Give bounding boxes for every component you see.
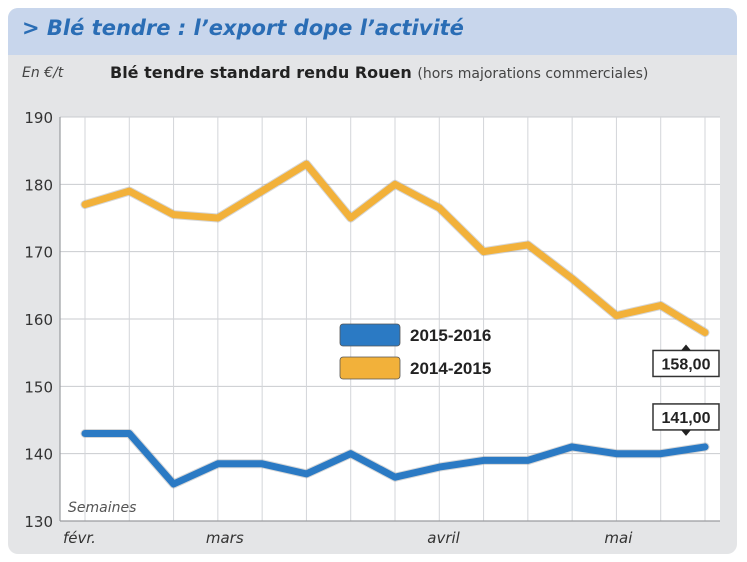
unit-label: En €/t bbox=[22, 65, 64, 81]
series-line-2015-2016 bbox=[81, 430, 709, 488]
title-band: > Blé tendre : l’export dope l’activité bbox=[8, 8, 737, 55]
value-callout-pointer bbox=[681, 429, 691, 436]
y-tick-label: 140 bbox=[24, 446, 53, 464]
month-label: avril bbox=[427, 529, 460, 547]
chart-subtitle: Blé tendre standard rendu Rouen (hors ma… bbox=[110, 63, 648, 82]
y-tick-label: 180 bbox=[24, 176, 53, 194]
value-callout-label: 141,00 bbox=[662, 410, 711, 427]
subtitle-note: (hors majorations commerciales) bbox=[417, 66, 649, 82]
y-tick-label: 190 bbox=[24, 109, 53, 127]
month-label: mai bbox=[604, 529, 633, 547]
value-callout-label: 158,00 bbox=[662, 356, 711, 373]
y-tick-label: 150 bbox=[24, 378, 53, 396]
month-label: févr. bbox=[63, 529, 96, 547]
series-line-2014-2015 bbox=[81, 160, 709, 336]
y-tick-label: 130 bbox=[24, 513, 53, 531]
legend-label: 2014-2015 bbox=[410, 359, 491, 378]
y-tick-label: 160 bbox=[24, 311, 53, 329]
value-callout-box bbox=[652, 403, 720, 431]
value-callout-pointer bbox=[681, 344, 691, 351]
legend-swatch bbox=[339, 356, 401, 380]
value-callout-box bbox=[652, 349, 720, 378]
x-axis-label: Semaines bbox=[68, 500, 136, 516]
subtitle-main: Blé tendre standard rendu Rouen bbox=[110, 63, 412, 82]
y-tick-label: 170 bbox=[24, 244, 53, 262]
month-label: mars bbox=[206, 529, 244, 547]
chart-title: > Blé tendre : l’export dope l’activité bbox=[22, 16, 464, 40]
legend-label: 2015-2016 bbox=[410, 326, 491, 345]
legend-swatch bbox=[339, 323, 401, 347]
